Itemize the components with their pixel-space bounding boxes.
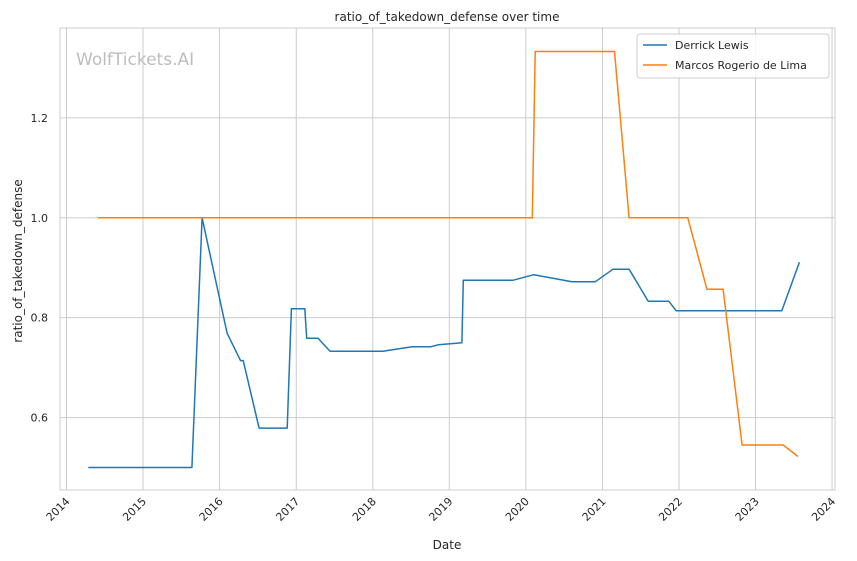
- legend-label: Marcos Rogerio de Lima: [675, 59, 807, 72]
- watermark: WolfTickets.AI: [76, 50, 194, 70]
- y-tick-label: 0.6: [31, 412, 49, 425]
- plot-frame: [59, 27, 836, 491]
- legend: Derrick Lewis Marcos Rogerio de Lima: [636, 33, 830, 79]
- x-axis-title: Date: [433, 538, 462, 552]
- y-tick-label: 1.0: [31, 212, 49, 225]
- legend-box: [636, 33, 830, 79]
- series-line-derrick-lewis: [88, 217, 801, 469]
- y-axis: 0.6 0.8 1.0 1.2: [31, 112, 49, 425]
- series-layer: [88, 50, 801, 469]
- chart-title: ratio_of_takedown_defense over time: [335, 10, 560, 24]
- y-tick-label: 0.8: [31, 312, 49, 325]
- y-axis-title: ratio_of_takedown_defense: [11, 179, 25, 342]
- legend-label: Derrick Lewis: [675, 39, 749, 52]
- y-tick-label: 1.2: [31, 112, 49, 125]
- series-line-marcos-rogerio-de-lima: [97, 50, 799, 458]
